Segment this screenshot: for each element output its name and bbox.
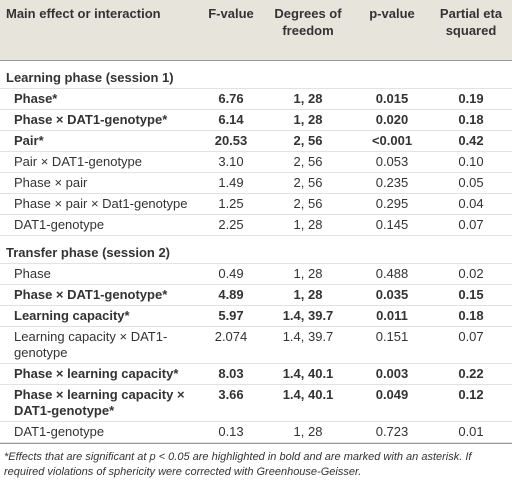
data-row: Phase × DAT1-genotype* 6.14 1, 28 0.020 0.18 (0, 109, 512, 131)
eta-cell: 0.18 (430, 305, 512, 327)
header-eta: Partial eta squared (430, 0, 512, 61)
f-cell: 6.76 (200, 88, 262, 110)
p-cell: 0.035 (354, 284, 430, 306)
eta-cell: 0.01 (430, 421, 512, 443)
df-cell: 1.4, 39.7 (262, 305, 354, 327)
data-row: Pair* 20.53 2, 56 <0.001 0.42 (0, 130, 512, 152)
section-row: Transfer phase (session 2) (0, 235, 512, 264)
p-cell: 0.295 (354, 193, 430, 215)
data-row: Pair × DAT1-genotype 3.10 2, 56 0.053 0.10 (0, 151, 512, 173)
p-cell: 0.235 (354, 172, 430, 194)
effect: Pair × DAT1-genotype (0, 151, 200, 173)
data-row: DAT1-genotype 0.13 1, 28 0.723 0.01 (0, 421, 512, 443)
p-cell: 0.723 (354, 421, 430, 443)
eta-cell: 0.18 (430, 109, 512, 131)
p-cell: 0.011 (354, 305, 430, 327)
df-cell: 1.4, 40.1 (262, 384, 354, 422)
f-cell: 3.10 (200, 151, 262, 173)
eta-cell: 0.42 (430, 130, 512, 152)
eta-cell: 0.19 (430, 88, 512, 110)
df-cell: 1, 28 (262, 109, 354, 131)
header-p: p-value (354, 0, 430, 61)
effect: Phase × learning capacity × DAT1-genotyp… (0, 384, 200, 422)
effect: Learning capacity* (0, 305, 200, 327)
f-cell: 2.25 (200, 214, 262, 236)
f-cell: 0.13 (200, 421, 262, 443)
data-row: Phase 0.49 1, 28 0.488 0.02 (0, 263, 512, 285)
effect: Phase × pair (0, 172, 200, 194)
p-cell: 0.488 (354, 263, 430, 285)
eta-cell: 0.02 (430, 263, 512, 285)
eta-cell: 0.04 (430, 193, 512, 215)
p-cell: 0.053 (354, 151, 430, 173)
eta-cell: 0.22 (430, 363, 512, 385)
data-row: Learning capacity × DAT1-genotype 2.074 1.… (0, 326, 512, 364)
effect: Phase × DAT1-genotype* (0, 109, 200, 131)
df-cell: 1, 28 (262, 214, 354, 236)
data-row: Phase × pair × Dat1-genotype 1.25 2, 56 0.2… (0, 193, 512, 215)
effect: DAT1-genotype (0, 214, 200, 236)
f-cell: 2.074 (200, 326, 262, 364)
df-cell: 2, 56 (262, 151, 354, 173)
section-title: Transfer phase (session 2) (0, 235, 512, 264)
f-cell: 3.66 (200, 384, 262, 422)
f-cell: 8.03 (200, 363, 262, 385)
p-cell: 0.020 (354, 109, 430, 131)
effect: Phase × learning capacity* (0, 363, 200, 385)
header-f: F-value (200, 0, 262, 61)
df-cell: 1.4, 39.7 (262, 326, 354, 364)
eta-cell: 0.07 (430, 214, 512, 236)
effect: Phase* (0, 88, 200, 110)
effect: DAT1-genotype (0, 421, 200, 443)
footnote: *Effects that are significant at p < 0.0… (0, 443, 512, 486)
header-row: Main effect or interaction F-value Degre… (0, 0, 512, 61)
eta-cell: 0.10 (430, 151, 512, 173)
eta-cell: 0.12 (430, 384, 512, 422)
f-cell: 20.53 (200, 130, 262, 152)
data-row: Phase × DAT1-genotype* 4.89 1, 28 0.035 0.15 (0, 284, 512, 306)
eta-cell: 0.15 (430, 284, 512, 306)
f-cell: 4.89 (200, 284, 262, 306)
eta-cell: 0.07 (430, 326, 512, 364)
data-row: DAT1-genotype 2.25 1, 28 0.145 0.07 (0, 214, 512, 236)
effect: Phase (0, 263, 200, 285)
effect: Phase × pair × Dat1-genotype (0, 193, 200, 215)
data-row: Phase* 6.76 1, 28 0.015 0.19 (0, 88, 512, 110)
df-cell: 1.4, 40.1 (262, 363, 354, 385)
header-effect: Main effect or interaction (0, 0, 200, 61)
header-df: Degrees of freedom (262, 0, 354, 61)
eta-cell: 0.05 (430, 172, 512, 194)
section-title: Learning phase (session 1) (0, 60, 512, 89)
df-cell: 1, 28 (262, 421, 354, 443)
f-cell: 6.14 (200, 109, 262, 131)
p-cell: 0.015 (354, 88, 430, 110)
df-cell: 1, 28 (262, 88, 354, 110)
df-cell: 2, 56 (262, 130, 354, 152)
data-row: Phase × pair 1.49 2, 56 0.235 0.05 (0, 172, 512, 194)
df-cell: 1, 28 (262, 263, 354, 285)
df-cell: 1, 28 (262, 284, 354, 306)
effect: Phase × DAT1-genotype* (0, 284, 200, 306)
p-cell: 0.003 (354, 363, 430, 385)
effect: Pair* (0, 130, 200, 152)
f-cell: 0.49 (200, 263, 262, 285)
f-cell: 1.49 (200, 172, 262, 194)
p-cell: 0.049 (354, 384, 430, 422)
table-body: Learning phase (session 1) Phase* 6.76 1, 2… (0, 60, 512, 443)
f-cell: 5.97 (200, 305, 262, 327)
data-row: Learning capacity* 5.97 1.4, 39.7 0.011 0.18 (0, 305, 512, 327)
p-cell: 0.145 (354, 214, 430, 236)
p-cell: 0.151 (354, 326, 430, 364)
effect: Learning capacity × DAT1-genotype (0, 326, 200, 364)
data-row: Phase × learning capacity* 8.03 1.4, 40.1 0… (0, 363, 512, 385)
data-row: Phase × learning capacity × DAT1-genotyp… (0, 384, 512, 422)
df-cell: 2, 56 (262, 172, 354, 194)
anova-table: Main effect or interaction F-value Degre… (0, 0, 512, 443)
f-cell: 1.25 (200, 193, 262, 215)
p-cell: <0.001 (354, 130, 430, 152)
df-cell: 2, 56 (262, 193, 354, 215)
section-row: Learning phase (session 1) (0, 60, 512, 89)
